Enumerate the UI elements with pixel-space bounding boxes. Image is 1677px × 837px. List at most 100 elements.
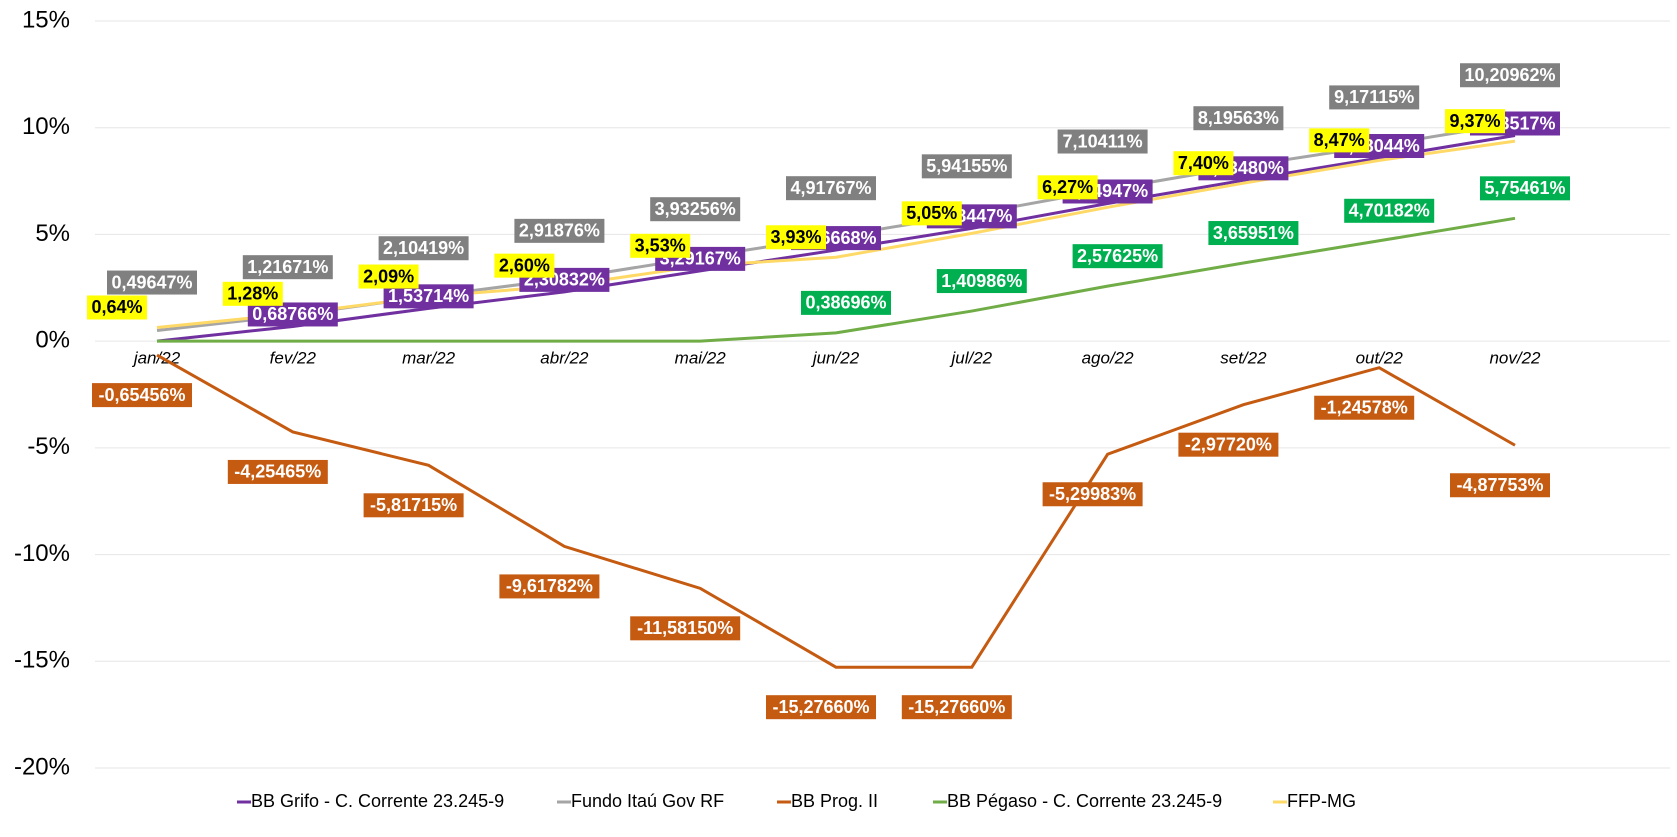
- data-label-text: 2,57625%: [1077, 246, 1158, 266]
- data-label-text: 0,49647%: [111, 272, 192, 292]
- data-label-bg: [921, 154, 1012, 179]
- data-label: 5,94155%: [921, 154, 1012, 179]
- data-label-text: 7,10411%: [1063, 131, 1143, 151]
- data-label: 8,47%: [1309, 128, 1370, 153]
- data-label: 2,57625%: [1072, 244, 1163, 269]
- data-label: -4,25465%: [227, 459, 328, 484]
- data-label-bg: [1309, 128, 1370, 153]
- data-label-text: 0,38696%: [805, 293, 886, 313]
- data-label-bg: [801, 290, 891, 315]
- data-label-text: 7,40%: [1178, 153, 1229, 173]
- series-line: [157, 216, 1516, 343]
- data-label-bg: [499, 574, 600, 599]
- x-tick-label: set/22: [1220, 348, 1267, 367]
- legend-label: BB Prog. II: [791, 791, 878, 811]
- data-label-bg: [363, 493, 464, 518]
- data-label-bg: [494, 253, 555, 278]
- data-label-text: 3,65951%: [1213, 223, 1294, 243]
- data-label-bg: [1178, 432, 1279, 457]
- data-label-text: -11,58150%: [637, 618, 733, 638]
- data-label-text: 2,60%: [499, 255, 550, 275]
- y-tick-label: -15%: [14, 647, 70, 674]
- data-label-bg: [378, 236, 469, 261]
- data-label: 7,10411%: [1057, 129, 1148, 154]
- data-label-text: -5,29983%: [1049, 484, 1136, 504]
- data-label-text: 0,64%: [91, 297, 142, 317]
- grid: [95, 20, 1670, 769]
- data-label-text: -0,65456%: [98, 385, 185, 405]
- data-label-bg: [1445, 109, 1505, 134]
- data-label: 2,60%: [494, 253, 555, 278]
- data-label: 4,70182%: [1344, 198, 1435, 223]
- x-tick-label: abr/22: [540, 348, 589, 367]
- data-label-text: -15,27660%: [772, 697, 869, 717]
- data-label: -9,61782%: [499, 574, 600, 599]
- data-label-bg: [1460, 63, 1560, 88]
- series-line: [156, 139, 1516, 329]
- data-label-bg: [1480, 176, 1570, 201]
- data-label-text: -4,25465%: [234, 462, 321, 482]
- data-label-text: 1,53714%: [388, 286, 469, 306]
- data-label: 0,68766%: [247, 302, 338, 327]
- data-label-bg: [227, 459, 328, 484]
- x-tick-label: fev/22: [270, 348, 317, 367]
- data-label-bg: [1344, 198, 1435, 223]
- data-label-bg: [630, 616, 741, 641]
- data-label: 0,64%: [87, 295, 147, 320]
- data-label-bg: [1072, 244, 1163, 269]
- data-label-text: 8,47%: [1314, 130, 1365, 150]
- data-label-bg: [242, 255, 333, 280]
- legend-label: BB Pégaso - C. Corrente 23.245-9: [947, 791, 1222, 811]
- legend-label: FFP-MG: [1287, 791, 1356, 811]
- x-tick-label: ago/22: [1082, 348, 1135, 367]
- data-label-text: 2,91876%: [519, 221, 600, 241]
- data-label-bg: [92, 383, 192, 408]
- data-label: 7,40%: [1173, 151, 1234, 176]
- data-label: -0,65456%: [92, 383, 192, 408]
- data-label-text: 1,21671%: [247, 257, 328, 277]
- data-label-bg: [107, 270, 197, 295]
- data-label-bg: [247, 302, 338, 327]
- data-label: -15,27660%: [766, 695, 876, 720]
- data-label-text: 5,05%: [906, 203, 957, 223]
- data-label: 1,40986%: [936, 269, 1027, 294]
- data-label-text: -5,81715%: [370, 495, 457, 515]
- data-label-text: 3,93%: [770, 227, 821, 247]
- y-tick-label: 5%: [35, 220, 70, 247]
- data-label: 0,49647%: [107, 270, 197, 295]
- data-label: -11,58150%: [630, 616, 741, 641]
- data-label: -5,29983%: [1042, 482, 1143, 507]
- x-tick-label: mar/22: [402, 348, 455, 367]
- data-label-text: -15,27660%: [908, 697, 1005, 717]
- data-label: 5,05%: [901, 201, 962, 226]
- data-label-bg: [786, 176, 876, 201]
- data-label: 5,75461%: [1480, 176, 1570, 201]
- data-label: 9,17115%: [1329, 85, 1420, 110]
- data-label: -15,27660%: [901, 695, 1012, 720]
- data-label-bg: [1314, 395, 1415, 420]
- data-label: 2,10419%: [378, 236, 469, 261]
- data-label: 9,37%: [1445, 109, 1505, 134]
- data-label-text: 1,28%: [227, 284, 278, 304]
- data-label: -2,97720%: [1178, 432, 1279, 457]
- data-label-bg: [1208, 221, 1299, 246]
- x-tick-label: nov/22: [1489, 348, 1541, 367]
- y-tick-label: 10%: [22, 113, 70, 140]
- y-tick-label: 0%: [35, 326, 70, 353]
- data-label-text: 0,68766%: [252, 304, 333, 324]
- data-label-text: -2,97720%: [1185, 434, 1272, 454]
- data-label: -1,24578%: [1314, 395, 1415, 420]
- data-label-bg: [901, 201, 962, 226]
- data-label: -4,87753%: [1450, 473, 1550, 498]
- data-label-text: 2,10419%: [383, 238, 464, 258]
- data-label-text: 4,91767%: [790, 178, 871, 198]
- data-label-bg: [936, 269, 1027, 294]
- data-label-text: 3,53%: [635, 236, 686, 256]
- data-label: 0,38696%: [801, 290, 891, 315]
- y-tick-label: -10%: [14, 540, 70, 567]
- data-label-bg: [766, 695, 876, 720]
- data-label: 10,20962%: [1460, 63, 1560, 88]
- y-tick-label: 15%: [22, 6, 70, 33]
- y-tick-label: -5%: [27, 433, 70, 460]
